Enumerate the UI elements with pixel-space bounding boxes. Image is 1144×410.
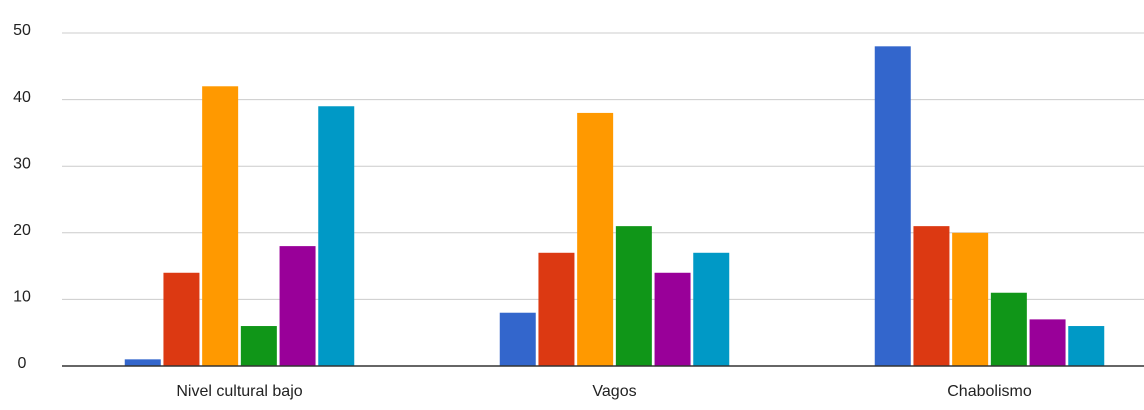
bar [124,359,161,366]
bar [654,272,691,366]
y-tick-label: 20 [13,222,31,239]
y-tick-label: 30 [13,155,31,172]
bar [538,252,575,366]
bar [499,312,536,366]
bar [202,86,239,366]
x-tick-label: Chabolismo [947,383,1032,400]
y-tick-label: 50 [13,22,31,39]
bar [913,226,950,366]
bar [279,246,316,366]
x-tick-label: Nivel cultural bajo [176,383,302,400]
bar [240,326,277,366]
bar [318,106,355,366]
x-tick-label: Vagos [592,383,636,400]
bar [952,232,989,366]
bar [990,292,1027,366]
bar [874,46,911,366]
y-tick-label: 10 [13,289,31,306]
bar [163,272,200,366]
y-tick-label: 40 [13,89,31,106]
bar [615,226,652,366]
y-tick-label: 0 [18,355,27,372]
bar [1068,326,1105,366]
bar [693,252,730,366]
bar [577,112,614,366]
bar [1029,319,1066,366]
